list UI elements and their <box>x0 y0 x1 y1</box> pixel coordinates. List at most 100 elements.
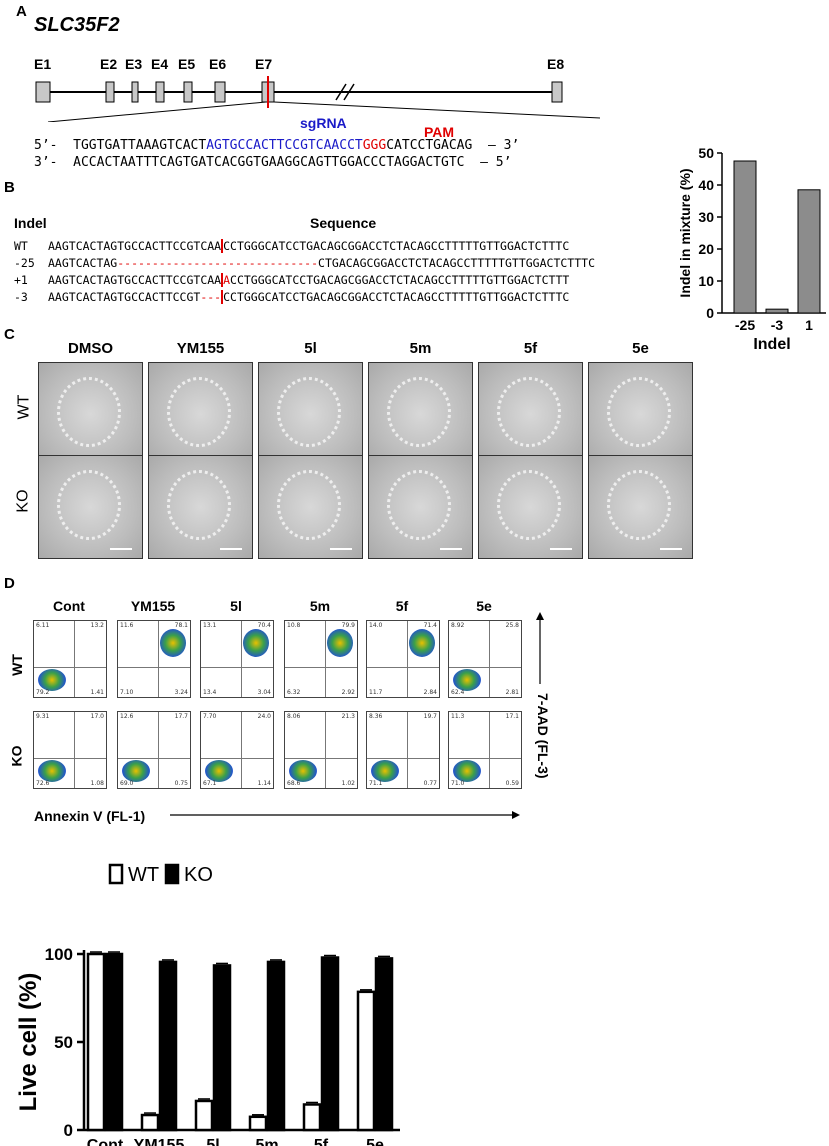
micrograph-ko-5e <box>588 455 693 559</box>
exon-1 <box>35 81 51 103</box>
legend-swatch-ko <box>164 863 180 885</box>
cell-density <box>371 760 399 782</box>
row-label-wt: WT <box>15 394 33 420</box>
flow-column-header: Cont <box>53 598 85 614</box>
flow-plot-wt-5e: 8.92 25.8 62.4 2.81 <box>448 620 522 698</box>
treatment-header: 5l <box>304 340 317 357</box>
gate-line <box>367 667 439 668</box>
y-tick-label: 20 <box>698 241 714 257</box>
quadrant-ul: 6.11 <box>36 622 50 629</box>
quadrant-lr: 1.41 <box>90 689 104 696</box>
x-tick-label: Cont <box>87 1137 124 1146</box>
micrograph-wt-dmso <box>38 362 143 466</box>
bar-ko-ym155 <box>158 960 178 1132</box>
indel-mixture-chart: 0 10 20 30 40 50 -25 -3 1 Indel Indel in mixture (… <box>677 145 826 353</box>
gate-line <box>325 621 326 697</box>
table-row: -25 AAGTCACTAG---------------------------… <box>14 256 595 270</box>
y-axis-title: Live cell (%) <box>15 973 42 1112</box>
y-tick-label: 30 <box>698 209 714 225</box>
exon-label-5: E5 <box>178 56 196 72</box>
quadrant-ll: 6.32 <box>287 689 301 696</box>
flow-column-header: 5e <box>476 598 492 614</box>
quadrant-lr: 3.04 <box>257 689 271 696</box>
quadrant-ul: 13.1 <box>203 622 217 629</box>
treatment-header: 5m <box>409 340 432 357</box>
cell-density <box>327 629 353 657</box>
scale-bar <box>220 548 242 550</box>
colony <box>607 377 671 447</box>
flow-column-header: 5f <box>395 598 409 614</box>
quadrant-ll: 13.4 <box>203 689 217 696</box>
colony <box>277 470 341 540</box>
x-axis-title: Indel <box>753 336 790 353</box>
quadrant-ur: 25.8 <box>505 622 519 629</box>
quadrant-lr: 1.08 <box>90 780 104 787</box>
x-tick-label: YM155 <box>134 1137 185 1146</box>
quadrant-lr: 0.77 <box>423 780 437 787</box>
live-cell-chart: 0 50 100 Cont YM155 5l 5m 5f 5e Live cell (%) WT KO <box>15 863 400 1146</box>
scale-bar <box>330 548 352 550</box>
quadrant-ur: 19.7 <box>423 713 437 720</box>
exon-5 <box>183 81 193 103</box>
gate-line <box>285 667 357 668</box>
quadrant-lr: 0.75 <box>174 780 188 787</box>
bar-ko-5m <box>266 960 286 1132</box>
sgrna-label: sgRNA <box>300 115 347 131</box>
flow-plot-ko-5e: 11.3 17.1 71.0 0.59 <box>448 711 522 789</box>
quadrant-ll: 68.6 <box>287 780 301 787</box>
exon-label-2: E2 <box>100 56 118 72</box>
micrograph-ko-5f <box>478 455 583 559</box>
gate-line <box>158 621 159 697</box>
flow-plot-ko-cont: 9.31 17.0 72.6 1.08 <box>33 711 107 789</box>
exon-label-8: E8 <box>547 56 565 72</box>
bar-wt-cont <box>86 952 106 1132</box>
panel-a-label: A <box>16 3 27 20</box>
gene-title: SLC35F2 <box>34 14 120 36</box>
quadrant-lr: 2.92 <box>341 689 355 696</box>
gate-line <box>34 667 106 668</box>
flow-plot-ko-5f: 8.36 19.7 71.1 0.77 <box>366 711 440 789</box>
gate-line <box>201 758 273 759</box>
x-tick-label: 1 <box>805 317 813 333</box>
quadrant-ul: 7.70 <box>203 713 217 720</box>
pam-sequence: GGG <box>362 138 387 153</box>
exon-label-6: E6 <box>209 56 227 72</box>
micrograph-wt-ym155 <box>148 362 253 466</box>
quadrant-ul: 11.3 <box>451 713 465 720</box>
micrograph-wt-5e <box>588 362 693 466</box>
exon-label-7: E7 <box>255 56 273 72</box>
bar-ko-5l <box>212 964 232 1132</box>
colony <box>167 377 231 447</box>
gate-line <box>118 667 190 668</box>
sgrna-sequence: AGTGCCACTTCCGTCAACCT <box>206 138 363 153</box>
legend-swatch-wt <box>108 863 124 885</box>
bar-wt-5e <box>356 990 376 1132</box>
sense-strand: 5’- TGGTGATTAAAGTCACTAGTGCCACTTCCGTCAACC… <box>34 138 520 153</box>
gate-line <box>489 712 490 788</box>
exon-label-4: E4 <box>151 56 169 72</box>
quadrant-ur: 17.7 <box>174 713 188 720</box>
quadrant-ul: 8.36 <box>369 713 383 720</box>
bar--25 <box>733 160 757 314</box>
gate-line <box>285 758 357 759</box>
x-tick-label: 5e <box>366 1137 384 1146</box>
quadrant-ll: 7.10 <box>120 689 134 696</box>
legend-label: WT <box>128 864 159 886</box>
x-tick-label: -25 <box>735 317 755 333</box>
bar-wt-5l <box>194 1099 214 1132</box>
gate-line <box>74 621 75 697</box>
indel-column-header: Indel <box>14 215 47 231</box>
quadrant-lr: 1.02 <box>341 780 355 787</box>
cell-density <box>38 669 66 691</box>
scale-bar <box>660 548 682 550</box>
bar-1 <box>797 189 821 314</box>
bar-wt-ym155 <box>140 1113 160 1132</box>
micrograph-ko-dmso <box>38 455 143 559</box>
quadrant-ll: 11.7 <box>369 689 383 696</box>
gate-line <box>407 712 408 788</box>
micrograph-ko-5m <box>368 455 473 559</box>
gate-line <box>201 667 273 668</box>
quadrant-ll: 69.0 <box>120 780 134 787</box>
cell-density <box>453 669 481 691</box>
flow-plot-ko-5l: 7.70 24.0 67.1 1.14 <box>200 711 274 789</box>
